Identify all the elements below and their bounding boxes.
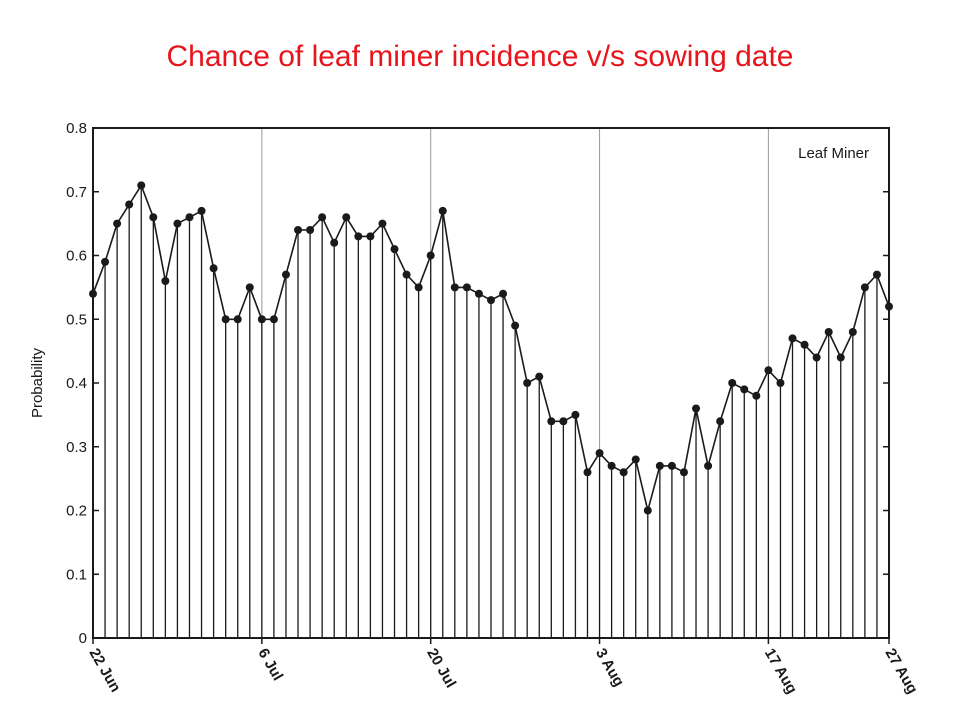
x-tick-label: 3 Aug — [592, 646, 627, 690]
data-point — [173, 219, 182, 228]
data-point — [487, 296, 495, 305]
data-point — [330, 238, 339, 247]
data-point — [740, 385, 749, 394]
data-point — [607, 461, 616, 470]
data-point — [547, 417, 556, 426]
data-point — [583, 468, 592, 477]
data-point — [752, 391, 761, 400]
y-tick-label: 0.5 — [66, 311, 87, 328]
y-axis-label: Probability — [29, 347, 46, 418]
data-point — [655, 461, 664, 470]
data-point — [414, 283, 423, 292]
data-point — [462, 283, 471, 292]
data-point — [233, 315, 242, 324]
data-point — [764, 366, 773, 375]
data-point — [185, 213, 194, 222]
data-point — [197, 206, 206, 215]
y-tick-label: 0.7 — [66, 184, 87, 201]
data-point — [113, 219, 122, 228]
y-tick-label: 0.6 — [66, 248, 87, 265]
data-point — [294, 226, 303, 234]
data-point — [366, 232, 375, 241]
data-point — [426, 251, 435, 260]
y-tick-label: 0.4 — [66, 375, 87, 392]
data-point — [474, 289, 483, 298]
data-point — [872, 270, 881, 279]
legend-label: Leaf Miner — [798, 145, 869, 162]
data-point — [728, 379, 737, 387]
data-point — [245, 283, 254, 292]
data-point — [402, 270, 411, 279]
data-point — [692, 404, 701, 413]
data-point — [788, 334, 797, 343]
data-point — [318, 213, 327, 222]
data-point — [643, 506, 652, 515]
data-point — [125, 200, 134, 209]
data-point — [209, 264, 218, 273]
data-point — [149, 213, 158, 222]
data-point — [450, 283, 459, 292]
data-point — [378, 219, 387, 228]
x-tick-label: 27 Aug — [882, 646, 921, 697]
data-point — [704, 461, 713, 470]
drop-lines — [92, 185, 890, 638]
data-point — [824, 328, 833, 336]
data-point — [559, 417, 568, 426]
data-point — [306, 226, 315, 234]
data-point — [221, 315, 230, 324]
data-point — [667, 461, 676, 470]
x-tick-label: 17 Aug — [761, 646, 800, 697]
data-point — [390, 245, 399, 254]
data-point — [499, 289, 508, 298]
data-point — [595, 449, 604, 458]
slide-title: Chance of leaf miner incidence v/s sowin… — [166, 40, 794, 73]
x-axis-ticks: 22 Jun 6 Jul 20 Jul 3 Aug 17 Aug 27 Aug — [86, 638, 921, 697]
data-point — [800, 340, 809, 349]
data-point — [619, 468, 628, 477]
data-point — [848, 328, 857, 336]
data-point — [438, 206, 447, 215]
data-point — [716, 417, 725, 426]
x-tick-label: 20 Jul — [423, 646, 459, 691]
y-tick-label: 0 — [79, 630, 87, 647]
y-tick-label: 0.2 — [66, 503, 87, 520]
y-tick-label: 0.1 — [66, 566, 87, 583]
data-point — [137, 181, 146, 190]
data-point — [101, 257, 110, 266]
data-point — [535, 372, 544, 381]
y-axis-ticks: 0 0.1 0.2 0.3 0.4 0.5 0.6 0.7 0.8 — [66, 120, 889, 647]
data-point — [631, 455, 640, 464]
data-point — [860, 283, 869, 292]
data-point — [836, 353, 845, 362]
x-tick-label: 6 Jul — [254, 646, 286, 684]
data-points — [89, 181, 893, 515]
data-point — [257, 315, 266, 324]
data-point — [269, 315, 278, 324]
data-point — [776, 379, 785, 387]
data-point — [281, 270, 290, 279]
data-point — [511, 321, 520, 330]
y-tick-label: 0.3 — [66, 439, 87, 456]
data-point — [342, 213, 351, 222]
x-tick-label: 22 Jun — [86, 646, 124, 696]
data-point — [354, 232, 363, 241]
data-point — [161, 277, 170, 285]
data-point — [812, 353, 821, 362]
data-point — [571, 410, 580, 419]
data-point — [523, 379, 532, 387]
y-tick-label: 0.8 — [66, 120, 87, 137]
data-point — [679, 468, 688, 477]
